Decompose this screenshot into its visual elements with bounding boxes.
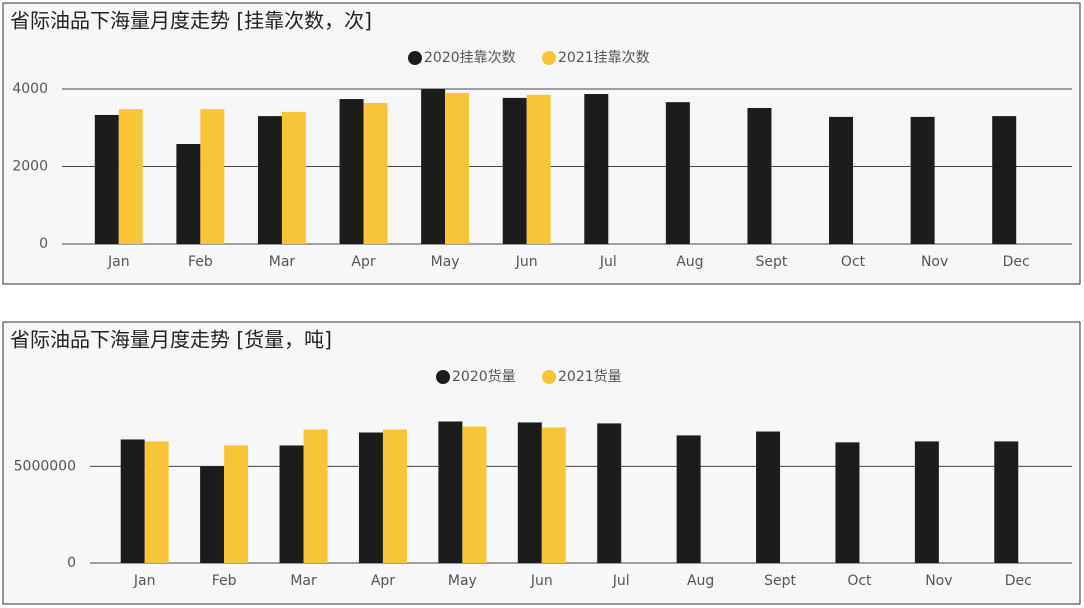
bar (541, 427, 566, 563)
x-tick-label: Jun (515, 254, 538, 270)
bar (597, 423, 622, 563)
y-tick-label: 4000 (12, 81, 48, 97)
bar (914, 441, 939, 563)
x-tick-label: Sept (756, 254, 788, 270)
bar (584, 94, 609, 244)
bar (279, 445, 304, 563)
x-tick-label: Feb (212, 573, 237, 589)
bar (382, 429, 407, 563)
x-tick-label: Mar (290, 573, 317, 589)
bar (358, 432, 383, 563)
x-tick-label: Aug (687, 573, 714, 589)
x-tick-label: Jun (530, 573, 553, 589)
x-tick-label: Feb (188, 254, 213, 270)
x-tick-label: Nov (925, 573, 952, 589)
bar (462, 426, 487, 563)
x-tick-label: Apr (351, 254, 375, 270)
x-tick-label: Oct (841, 254, 866, 270)
y-tick-label: 0 (39, 236, 48, 252)
x-tick-label: May (431, 254, 460, 270)
legend-label: 2020货量 (452, 368, 516, 385)
x-tick-label: Nov (921, 254, 948, 270)
bar (339, 99, 364, 244)
bar (224, 445, 249, 563)
bar (992, 116, 1017, 244)
bar (747, 107, 772, 244)
x-tick-label: Jan (133, 573, 156, 589)
x-tick-label: May (448, 573, 477, 589)
bar (200, 109, 225, 245)
bar (94, 114, 119, 245)
bar (835, 442, 860, 563)
bar (676, 435, 701, 563)
y-tick-label: 5000000 (14, 458, 76, 474)
chart-title: 省际油品下海量月度走势 [挂靠次数，次] (10, 9, 372, 33)
legend-swatch (542, 370, 556, 384)
x-tick-label: Jul (599, 254, 617, 270)
bar (438, 421, 463, 563)
x-tick-label: Aug (676, 254, 703, 270)
x-tick-label: Sept (764, 573, 796, 589)
chart-title: 省际油品下海量月度走势 [货量，吨] (10, 328, 332, 352)
x-tick-label: Mar (269, 254, 296, 270)
legend-swatch (408, 51, 422, 65)
x-tick-label: Dec (1003, 254, 1030, 270)
x-tick-label: Oct (847, 573, 872, 589)
legend-label: 2020挂靠次数 (424, 50, 516, 66)
bar (502, 97, 527, 244)
bar (910, 116, 935, 244)
bar (526, 94, 551, 244)
bar (829, 116, 854, 244)
bar (363, 102, 388, 244)
bar (144, 441, 169, 563)
bar (176, 144, 201, 244)
bar (118, 109, 143, 245)
legend-swatch (436, 370, 450, 384)
legend-label: 2021挂靠次数 (558, 50, 650, 66)
bar (665, 102, 690, 244)
bar (994, 441, 1019, 563)
bar (303, 429, 328, 563)
x-tick-label: Apr (371, 573, 395, 589)
legend-swatch (542, 51, 556, 65)
x-tick-label: Jul (612, 573, 630, 589)
bar (257, 116, 282, 244)
bar (281, 111, 306, 244)
bar (756, 431, 781, 563)
bar (517, 422, 542, 563)
bar (421, 89, 446, 244)
bar (445, 92, 470, 244)
x-tick-label: Dec (1005, 573, 1032, 589)
y-tick-label: 2000 (12, 159, 48, 175)
bar (120, 439, 145, 563)
y-tick-label: 0 (67, 555, 76, 571)
x-tick-label: Jan (107, 254, 130, 270)
legend-label: 2021货量 (558, 368, 622, 385)
bar (200, 466, 225, 563)
